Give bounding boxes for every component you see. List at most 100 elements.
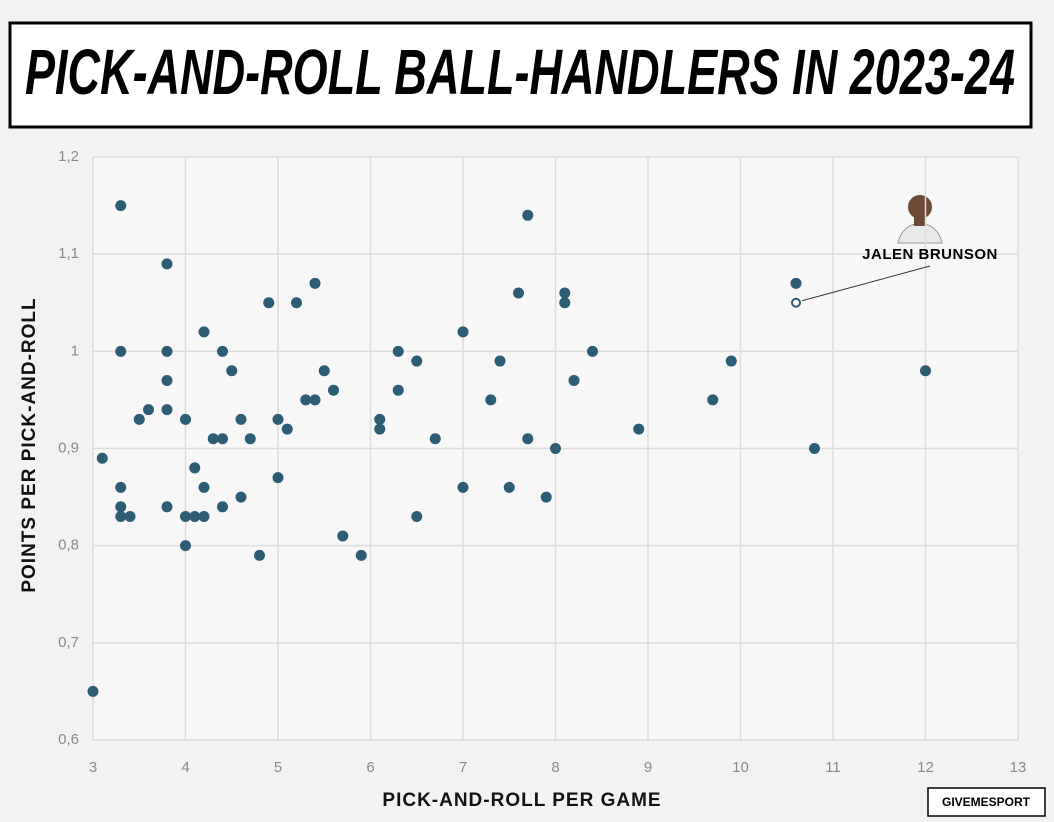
point — [522, 209, 534, 221]
source: GIVEMESPORT — [942, 795, 1031, 809]
point — [540, 491, 552, 503]
point — [235, 413, 247, 425]
y-tick-label: 0,9 — [58, 439, 79, 456]
point — [411, 511, 423, 523]
point — [328, 384, 339, 396]
x-tick-label: 9 — [644, 759, 652, 776]
point — [494, 355, 506, 367]
point — [374, 413, 386, 425]
y-axis-label: POINTS PER PICK-AND-ROLL — [19, 297, 40, 592]
point — [790, 277, 802, 289]
x-tick-label: 3 — [89, 759, 97, 776]
point — [180, 540, 191, 552]
y-tick-label: 1 — [71, 342, 79, 359]
point — [392, 345, 404, 357]
point — [337, 530, 349, 542]
point — [272, 413, 284, 425]
point — [161, 258, 173, 270]
point — [550, 443, 561, 454]
point — [217, 501, 228, 513]
point — [291, 297, 302, 309]
title-box — [8, 21, 1033, 129]
point — [115, 501, 127, 513]
point — [161, 345, 173, 357]
point — [809, 443, 820, 454]
point — [115, 481, 127, 493]
point — [559, 297, 571, 309]
point — [254, 549, 265, 561]
x-tick-label: 8 — [551, 759, 559, 776]
point — [198, 326, 210, 338]
x-tick-label: 13 — [1010, 759, 1027, 776]
x-tick-label: 7 — [459, 759, 467, 776]
point — [198, 511, 210, 523]
player-photo — [897, 195, 943, 244]
y-tick-label: 0,8 — [58, 537, 79, 554]
point — [281, 423, 293, 435]
point — [124, 511, 136, 523]
y-tick-label: 1,1 — [58, 245, 79, 262]
annotation-label: JALEN BRUNSON — [862, 246, 998, 263]
point — [115, 200, 127, 212]
point — [429, 433, 441, 445]
point — [568, 374, 580, 386]
x-tick-label: 6 — [366, 759, 374, 776]
point — [513, 287, 524, 299]
point — [198, 481, 210, 493]
point — [457, 481, 469, 493]
x-tick-label: 4 — [181, 759, 189, 776]
point — [263, 297, 275, 309]
point — [725, 355, 737, 367]
point — [161, 501, 173, 513]
point — [96, 452, 108, 464]
point — [217, 345, 228, 357]
x-tick-label: 10 — [732, 759, 749, 776]
point — [115, 511, 127, 523]
point — [457, 326, 469, 338]
point — [226, 365, 238, 377]
y-tick-label: 0,7 — [58, 634, 79, 651]
point — [300, 394, 312, 406]
point — [503, 481, 515, 493]
point — [318, 365, 330, 377]
point — [485, 394, 497, 406]
chart-title: PICK-AND-ROLL BALL-HANDLERS IN 2023-24 — [25, 36, 1015, 108]
x-tick-label: 12 — [917, 759, 934, 776]
point — [217, 433, 228, 445]
point — [559, 287, 571, 299]
point — [920, 365, 931, 377]
y-tick-label: 1,2 — [58, 148, 79, 165]
point — [87, 685, 99, 697]
y-tick-label: 0,6 — [58, 731, 79, 748]
point — [309, 277, 321, 289]
x-tick-label: 5 — [274, 759, 282, 776]
point — [161, 374, 173, 386]
point — [633, 423, 645, 435]
point — [189, 511, 201, 523]
point — [272, 472, 284, 484]
point — [355, 549, 367, 561]
point — [189, 462, 201, 474]
annotation-leader — [801, 265, 931, 302]
point — [522, 433, 534, 445]
point — [392, 384, 404, 396]
highlight-point — [791, 297, 801, 308]
point — [374, 423, 386, 435]
point — [133, 413, 145, 425]
point — [235, 491, 247, 503]
point — [707, 394, 719, 406]
point — [587, 345, 598, 357]
point — [180, 511, 191, 523]
point — [143, 404, 154, 416]
point — [180, 413, 191, 425]
point — [207, 433, 219, 445]
x-axis-label: PICK-AND-ROLL PER GAME — [382, 790, 661, 811]
point — [244, 433, 256, 445]
point — [161, 404, 173, 416]
x-tick-label: 11 — [825, 759, 841, 776]
point — [115, 345, 127, 357]
source-box — [927, 787, 1046, 817]
point — [309, 394, 321, 406]
